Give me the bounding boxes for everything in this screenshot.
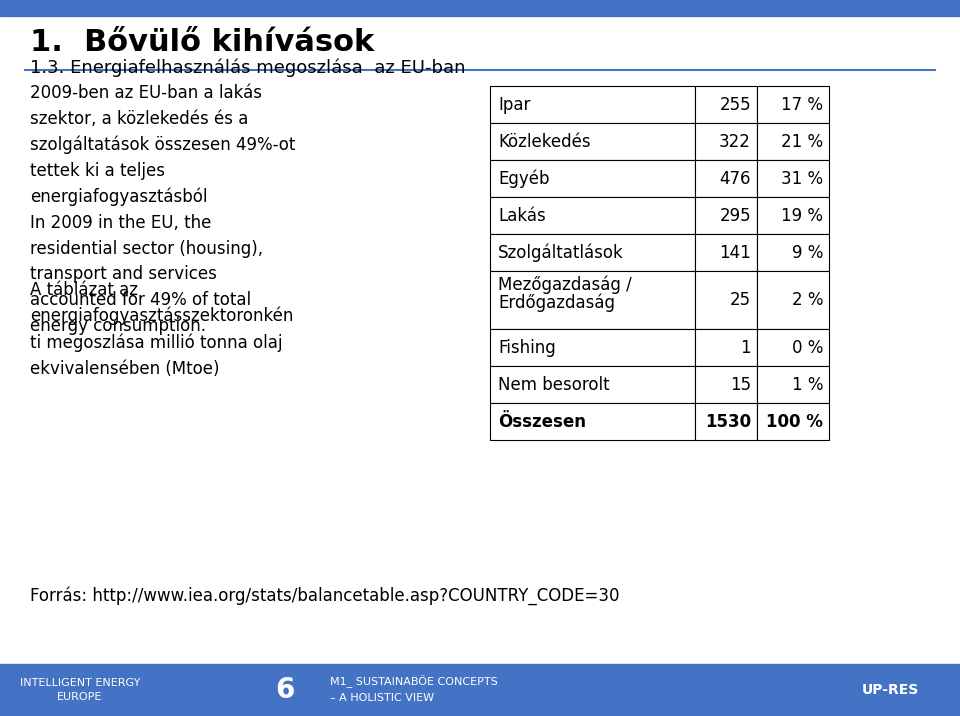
Bar	[757, 271, 829, 329]
Text: INTELLIGENT ENERGY
EUROPE: INTELLIGENT ENERGY EUROPE	[20, 678, 140, 702]
Text: 1530: 1530	[705, 412, 751, 430]
Text: 1: 1	[740, 339, 751, 357]
Bar	[757, 123, 829, 160]
Bar	[757, 160, 829, 197]
Text: 0 %: 0 %	[792, 339, 823, 357]
Text: – A HOLISTIC VIEW: – A HOLISTIC VIEW	[330, 693, 434, 703]
Bar	[490, 403, 695, 440]
Text: 100 %: 100 %	[766, 412, 823, 430]
Text: Forrás: http://www.iea.org/stats/balancetable.asp?COUNTRY_CODE=30: Forrás: http://www.iea.org/stats/balance…	[30, 586, 619, 605]
Bar	[490, 197, 695, 234]
Bar	[757, 197, 829, 234]
Text: 9 %: 9 %	[792, 243, 823, 261]
Text: 322: 322	[719, 132, 751, 150]
Text: Mezőgazdaság /: Mezőgazdaság /	[498, 275, 632, 294]
Bar	[490, 329, 695, 366]
Text: Ipar: Ipar	[498, 95, 530, 114]
Text: 295: 295	[719, 206, 751, 225]
Bar	[490, 160, 695, 197]
Text: 255: 255	[719, 95, 751, 114]
Bar	[695, 86, 757, 123]
Bar	[695, 403, 757, 440]
Text: Erdőgazdaság: Erdőgazdaság	[498, 293, 615, 311]
Bar	[0, 0, 960, 16]
Text: 15: 15	[730, 375, 751, 394]
Bar	[490, 366, 695, 403]
Bar	[757, 329, 829, 366]
Text: Fishing: Fishing	[498, 339, 556, 357]
Bar	[490, 234, 695, 271]
Text: 6: 6	[276, 676, 295, 704]
Text: Egyéb: Egyéb	[498, 169, 549, 188]
Text: 31 %: 31 %	[780, 170, 823, 188]
Bar	[695, 123, 757, 160]
Bar	[695, 234, 757, 271]
Text: UP-RES: UP-RES	[861, 683, 919, 697]
Bar	[757, 403, 829, 440]
Text: 21 %: 21 %	[780, 132, 823, 150]
Bar	[695, 329, 757, 366]
Bar	[490, 123, 695, 160]
Text: 19 %: 19 %	[781, 206, 823, 225]
Bar	[0, 664, 960, 716]
Text: 17 %: 17 %	[781, 95, 823, 114]
Text: Nem besorolt: Nem besorolt	[498, 375, 610, 394]
Bar	[490, 86, 695, 123]
Bar	[490, 271, 695, 329]
Text: 1 %: 1 %	[791, 375, 823, 394]
Text: 2009-ben az EU-ban a lakás
szektor, a közlekedés és a
szolgáltatások összesen 49: 2009-ben az EU-ban a lakás szektor, a kö…	[30, 84, 296, 335]
Bar	[695, 160, 757, 197]
Bar	[695, 197, 757, 234]
Text: Lakás: Lakás	[498, 206, 545, 225]
Text: 476: 476	[719, 170, 751, 188]
Bar	[757, 366, 829, 403]
Text: A táblázat az
energiafogyasztásszektoronkén
ti megoszlása millió tonna olaj
ekvi: A táblázat az energiafogyasztásszektoron…	[30, 281, 294, 377]
Text: Összesen: Összesen	[498, 412, 586, 430]
Text: Szolgáltatlások: Szolgáltatlások	[498, 243, 624, 262]
Text: M1_ SUSTAINABÖE CONCEPTS: M1_ SUSTAINABÖE CONCEPTS	[330, 676, 497, 688]
Bar	[695, 271, 757, 329]
Text: 2 %: 2 %	[791, 291, 823, 309]
Text: 25: 25	[730, 291, 751, 309]
Text: 141: 141	[719, 243, 751, 261]
Bar	[757, 234, 829, 271]
Bar	[695, 366, 757, 403]
Bar	[757, 86, 829, 123]
Text: 1.  Bővülő kihívások: 1. Bővülő kihívások	[30, 28, 374, 57]
Text: 1.3. Energiafelhasználás megoszlása  az EU-ban: 1.3. Energiafelhasználás megoszlása az E…	[30, 58, 466, 77]
Text: Közlekedés: Közlekedés	[498, 132, 590, 150]
